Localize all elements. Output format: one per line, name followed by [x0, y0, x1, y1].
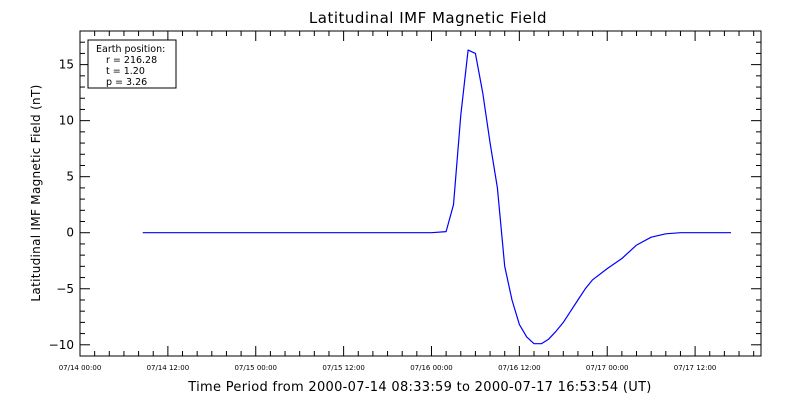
- legend-line-earth-position: Earth position:: [96, 44, 165, 55]
- x-tick-label: 07/16 12:00: [498, 364, 541, 372]
- legend-frame: [87, 39, 177, 89]
- legend-box: Earth position: r = 216.28 t = 1.20 p = …: [87, 39, 177, 89]
- y-tick-label: 15: [59, 58, 74, 72]
- y-tick-label: 0: [66, 226, 74, 240]
- x-tick-label: 07/17 00:00: [586, 364, 629, 372]
- x-axis-label: Time Period from 2000-07-14 08:33:59 to …: [187, 380, 651, 395]
- chart-title: Latitudinal IMF Magnetic Field: [309, 9, 547, 27]
- y-tick-label: 5: [66, 170, 74, 184]
- x-axis: 07/14 00:00 07/14 12:00 07/15 00:00 07/15 1…: [59, 31, 755, 372]
- legend-line-r: r = 216.28: [106, 55, 157, 66]
- y-tick-label: −10: [49, 338, 74, 352]
- x-tick-label: 07/15 12:00: [322, 364, 365, 372]
- x-tick-label: 07/14 12:00: [147, 364, 190, 372]
- plot-area: [79, 30, 762, 357]
- series-line-0: [142, 49, 731, 345]
- legend-line-t: t = 1.20: [106, 66, 145, 77]
- y-tick-label: −5: [56, 282, 74, 296]
- y-axis-label: Latitudinal IMF Magnetic Field (nT): [29, 84, 43, 301]
- y-axis: 15 10 5 0 −5 −10: [49, 30, 761, 357]
- legend-line-p: p = 3.26: [106, 77, 147, 88]
- x-tick-label: 07/15 00:00: [234, 364, 277, 372]
- x-tick-label: 07/14 00:00: [59, 364, 102, 372]
- y-tick-label: 10: [59, 114, 74, 128]
- series-layer: [142, 49, 731, 345]
- x-tick-label: 07/16 00:00: [410, 364, 453, 372]
- x-tick-label: 07/17 12:00: [674, 364, 717, 372]
